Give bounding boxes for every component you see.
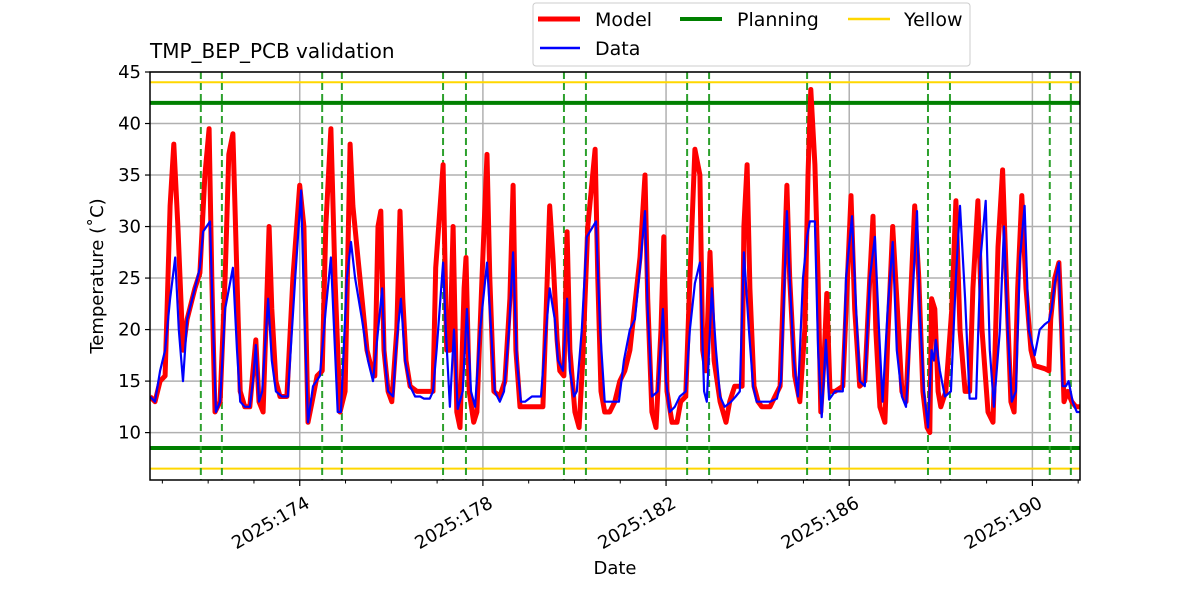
y-tick-label: 30 <box>118 217 141 238</box>
y-tick-label: 45 <box>118 62 141 83</box>
series-group <box>150 87 1080 436</box>
legend: Model Data Planning Yellow <box>532 2 971 67</box>
legend-label-yellow: Yellow <box>903 9 963 31</box>
chart-title: TMP_BEP_PCB validation <box>149 39 395 63</box>
legend-label-model: Model <box>595 9 652 31</box>
legend-label-data: Data <box>595 38 640 60</box>
series-line-data <box>150 189 1080 429</box>
legend-label-planning: Planning <box>737 9 819 31</box>
y-tick-label: 20 <box>118 320 141 341</box>
y-tick-label: 25 <box>118 268 141 289</box>
y-tick-label: 15 <box>118 371 141 392</box>
y-tick-label: 40 <box>118 114 141 135</box>
y-tick-label: 10 <box>118 423 141 444</box>
plot-frame <box>149 71 1081 481</box>
y-axis-label: Temperature (˚C) <box>87 198 108 354</box>
y-axis: 10 15 20 25 30 35 40 45 <box>118 62 150 444</box>
y-tick-label: 35 <box>118 165 141 186</box>
x-axis-label: Date <box>593 558 636 579</box>
series-line-model <box>150 87 1080 436</box>
